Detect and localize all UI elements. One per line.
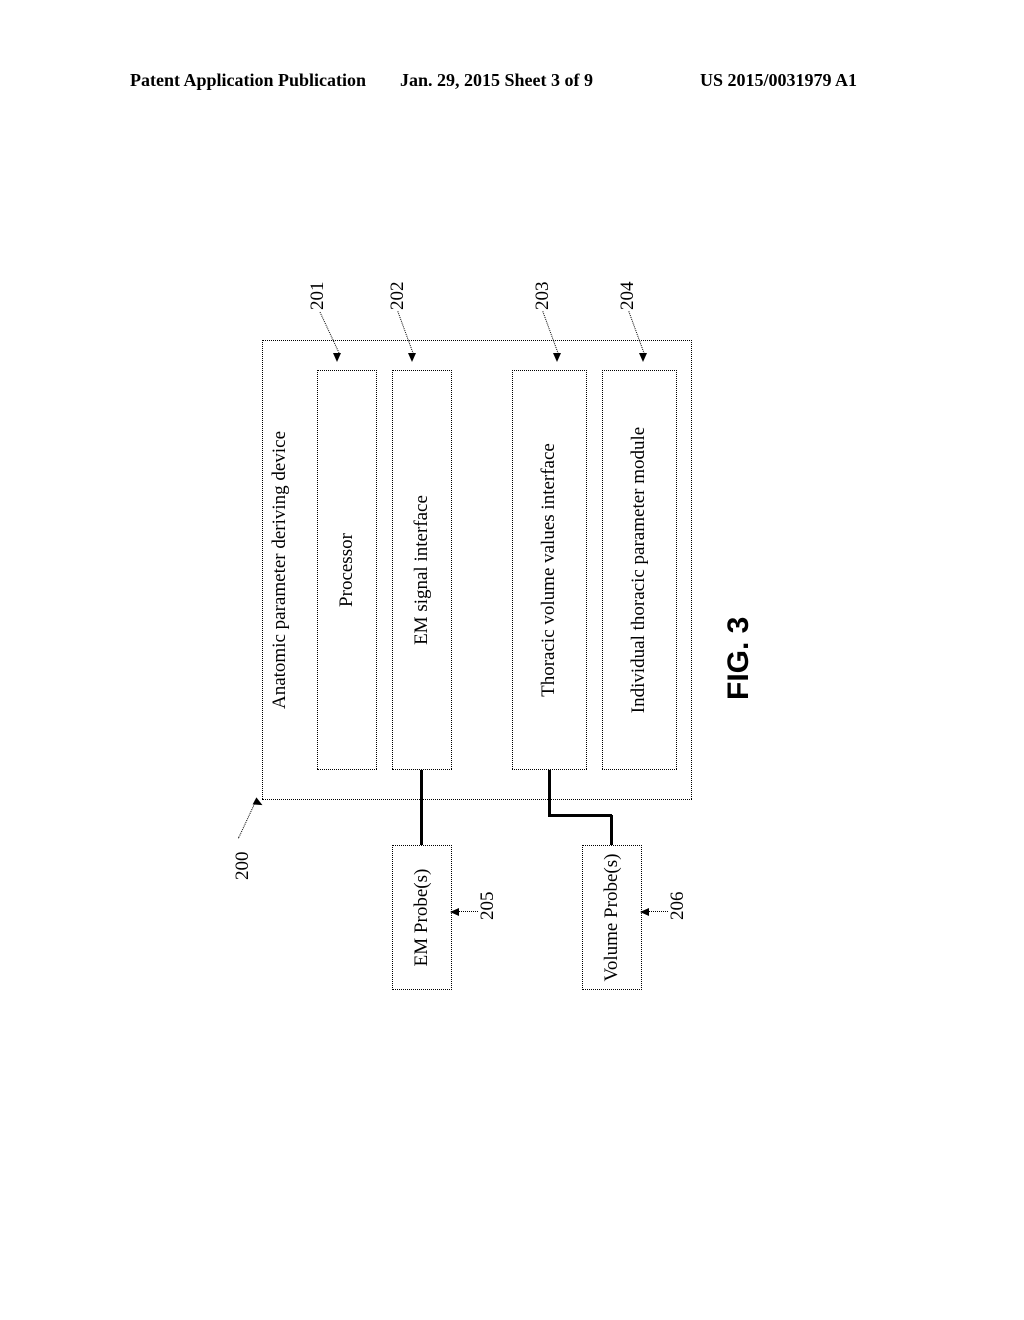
processor-box: Processor <box>317 370 377 770</box>
individual-thoracic-label: Individual thoracic parameter module <box>628 427 651 713</box>
main-device-title: Anatomic parameter deriving device <box>269 341 291 799</box>
leader-201-head <box>333 353 341 362</box>
volume-probe-label: Volume Probe(s) <box>601 854 624 982</box>
ref-206: 206 <box>667 892 689 921</box>
leader-200 <box>238 804 255 839</box>
leader-206 <box>648 911 668 912</box>
em-signal-label: EM signal interface <box>411 495 434 645</box>
volume-probe-box: Volume Probe(s) <box>582 845 642 990</box>
em-probe-label: EM Probe(s) <box>411 869 434 967</box>
connector-vol-3 <box>548 770 551 815</box>
ref-203: 203 <box>532 282 554 311</box>
processor-label: Processor <box>336 533 359 607</box>
em-signal-box: EM signal interface <box>392 370 452 770</box>
leader-203-head <box>553 353 561 362</box>
connector-em <box>420 770 423 845</box>
leader-202-head <box>408 353 416 362</box>
header-right: US 2015/0031979 A1 <box>700 70 857 91</box>
header-center: Jan. 29, 2015 Sheet 3 of 9 <box>400 70 593 91</box>
header-left: Patent Application Publication <box>130 70 366 91</box>
ref-204: 204 <box>617 282 639 311</box>
leader-206-head <box>640 908 649 916</box>
leader-205 <box>458 911 478 912</box>
em-probe-box: EM Probe(s) <box>392 845 452 990</box>
diagram-area: Anatomic parameter deriving device Proce… <box>232 310 792 1010</box>
leader-205-head <box>450 908 459 916</box>
ref-200: 200 <box>232 852 254 881</box>
leader-204-head <box>639 353 647 362</box>
thoracic-values-box: Thoracic volume values interface <box>512 370 587 770</box>
ref-205: 205 <box>477 892 499 921</box>
figure-label: FIG. 3 <box>722 617 756 700</box>
thoracic-values-label: Thoracic volume values interface <box>538 443 561 697</box>
ref-202: 202 <box>387 282 409 311</box>
connector-vol-1 <box>610 815 613 845</box>
ref-201: 201 <box>307 282 329 311</box>
individual-thoracic-box: Individual thoracic parameter module <box>602 370 677 770</box>
connector-vol-2 <box>548 814 612 817</box>
